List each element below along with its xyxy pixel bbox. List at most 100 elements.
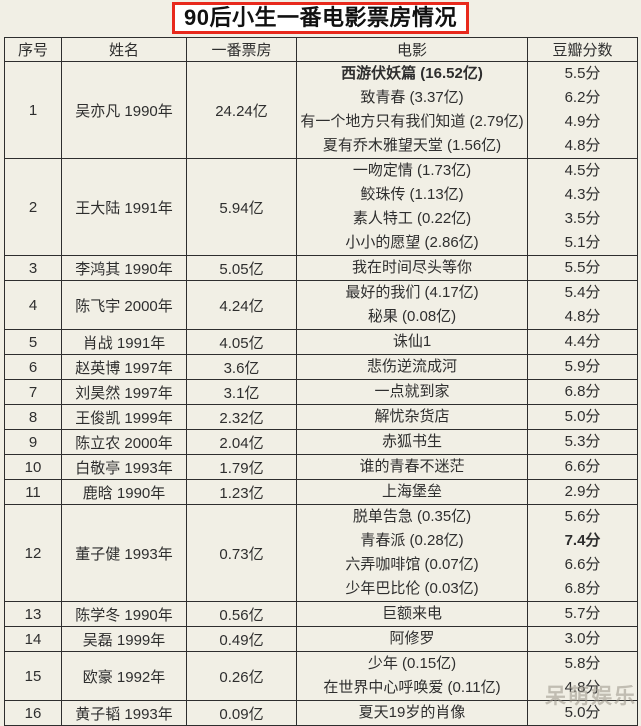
douban-score: 4.3分 — [564, 186, 601, 203]
table-row: 4 陈飞宇 2000年 4.24亿 最好的我们 (4.17亿) 秘果 (0.08亿) 5.… — [4, 280, 638, 330]
movie-title: 上海堡垒 — [381, 483, 442, 500]
movie-title: 六弄咖啡馆 (0.07亿) — [345, 556, 479, 573]
rank-cell: 6 — [4, 354, 62, 380]
douban-score: 5.0分 — [564, 704, 601, 721]
box-office-cell: 3.1亿 — [186, 379, 297, 405]
scores-cell: 5.0分 — [527, 700, 638, 726]
movie-title: 秘果 (0.08亿) — [367, 308, 457, 325]
scores-cell: 5.6分 7.4分 6.6分 6.8分 — [527, 504, 638, 602]
douban-score: 6.8分 — [564, 383, 601, 400]
movie-title: 悲伤逆流成河 — [366, 358, 457, 375]
douban-score: 5.3分 — [564, 433, 601, 450]
movie-title: 最好的我们 (4.17亿) — [345, 284, 479, 301]
box-office-cell: 0.56亿 — [186, 601, 297, 627]
table-row: 8 王俊凯 1999年 2.32亿 解忧杂货店 5.0分 — [4, 404, 638, 430]
box-office-cell: 4.24亿 — [186, 280, 297, 330]
douban-score: 5.5分 — [564, 65, 601, 82]
column-header-name: 姓名 — [61, 37, 187, 62]
douban-score: 5.7分 — [564, 605, 601, 622]
rank-cell: 11 — [4, 479, 62, 505]
douban-score: 6.2分 — [564, 89, 601, 106]
actor-cell: 吴磊 1999年 — [61, 626, 187, 652]
table-row: 10 白敬亭 1993年 1.79亿 谁的青春不迷茫 6.6分 — [4, 454, 638, 480]
box-office-cell: 4.05亿 — [186, 329, 297, 355]
actor-cell: 鹿晗 1990年 — [61, 479, 187, 505]
movies-cell: 一吻定情 (1.73亿) 鲛珠传 (1.13亿) 素人特工 (0.22亿) 小小的愿望… — [296, 158, 528, 256]
movie-title: 解忧杂货店 — [374, 408, 450, 425]
box-office-cell: 1.79亿 — [186, 454, 297, 480]
box-office-cell: 1.23亿 — [186, 479, 297, 505]
column-header-box-office: 一番票房 — [186, 37, 297, 62]
scores-cell: 5.4分 4.8分 — [527, 280, 638, 330]
table-row: 11 鹿晗 1990年 1.23亿 上海堡垒 2.9分 — [4, 479, 638, 505]
actor-cell: 白敬亭 1993年 — [61, 454, 187, 480]
rank-cell: 14 — [4, 626, 62, 652]
page-title: 90后小生一番电影票房情况 — [172, 2, 469, 34]
actor-cell: 吴亦凡 1990年 — [61, 61, 187, 159]
movies-cell: 悲伤逆流成河 — [296, 354, 528, 380]
table-row: 16 黄子韬 1993年 0.09亿 夏天19岁的肖像 5.0分 — [4, 700, 638, 726]
douban-score: 4.5分 — [564, 162, 601, 179]
rank-cell: 9 — [4, 429, 62, 455]
douban-score: 3.0分 — [564, 630, 601, 647]
rank-cell: 15 — [4, 651, 62, 701]
movie-title: 阿修罗 — [389, 630, 435, 647]
movie-title: 赤狐书生 — [381, 433, 442, 450]
douban-score: 5.9分 — [564, 358, 601, 375]
movie-title: 一吻定情 (1.73亿) — [352, 162, 472, 179]
scores-cell: 5.8分 4.8分 — [527, 651, 638, 701]
movie-title: 鲛珠传 (1.13亿) — [360, 186, 464, 203]
rank-cell: 13 — [4, 601, 62, 627]
table-row: 15 欧豪 1992年 0.26亿 少年 (0.15亿) 在世界中心呼唤爱 (0.11亿… — [4, 651, 638, 701]
douban-score: 4.4分 — [564, 333, 601, 350]
douban-score: 4.8分 — [564, 308, 601, 325]
actor-cell: 李鸿其 1990年 — [61, 255, 187, 281]
scores-cell: 2.9分 — [527, 479, 638, 505]
movie-title: 小小的愿望 (2.86亿) — [345, 234, 479, 251]
douban-score: 7.4分 — [564, 532, 601, 549]
rank-cell: 16 — [4, 700, 62, 726]
douban-score: 5.8分 — [564, 655, 601, 672]
douban-score: 5.6分 — [564, 508, 601, 525]
scores-cell: 5.3分 — [527, 429, 638, 455]
scores-cell: 4.4分 — [527, 329, 638, 355]
scores-cell: 5.5分 6.2分 4.9分 4.8分 — [527, 61, 638, 159]
column-header-rank: 序号 — [4, 37, 62, 62]
movies-cell: 一点就到家 — [296, 379, 528, 405]
movie-title: 脱单告急 (0.35亿) — [352, 508, 472, 525]
movies-cell: 解忧杂货店 — [296, 404, 528, 430]
column-header-score: 豆瓣分数 — [527, 37, 638, 62]
movie-title: 少年巴比伦 (0.03亿) — [345, 580, 479, 597]
table-row: 9 陈立农 2000年 2.04亿 赤狐书生 5.3分 — [4, 429, 638, 455]
actor-cell: 陈飞宇 2000年 — [61, 280, 187, 330]
movies-cell: 诛仙1 — [296, 329, 528, 355]
douban-score: 6.6分 — [564, 556, 601, 573]
douban-score: 5.4分 — [564, 284, 601, 301]
movie-title: 诛仙1 — [392, 333, 432, 350]
douban-score: 4.8分 — [564, 137, 601, 154]
movies-cell: 夏天19岁的肖像 — [296, 700, 528, 726]
table-row: 13 陈学冬 1990年 0.56亿 巨额来电 5.7分 — [4, 601, 638, 627]
scores-cell: 5.9分 — [527, 354, 638, 380]
scores-cell: 6.6分 — [527, 454, 638, 480]
movie-title: 谁的青春不迷茫 — [359, 458, 465, 475]
douban-score: 5.1分 — [564, 234, 601, 251]
rank-cell: 2 — [4, 158, 62, 256]
table-row: 2 王大陆 1991年 5.94亿 一吻定情 (1.73亿) 鲛珠传 (1.13亿) 素人… — [4, 158, 638, 256]
actor-cell: 欧豪 1992年 — [61, 651, 187, 701]
movie-title: 在世界中心呼唤爱 (0.11亿) — [323, 679, 501, 696]
douban-score: 5.0分 — [564, 408, 601, 425]
box-office-cell: 3.6亿 — [186, 354, 297, 380]
header-row: 序号 姓名 一番票房 电影 豆瓣分数 — [4, 37, 638, 62]
movie-title: 夏有乔木雅望天堂 (1.56亿) — [322, 137, 502, 154]
actor-cell: 黄子韬 1993年 — [61, 700, 187, 726]
table-row: 3 李鸿其 1990年 5.05亿 我在时间尽头等你 5.5分 — [4, 255, 638, 281]
scores-cell: 4.5分 4.3分 3.5分 5.1分 — [527, 158, 638, 256]
douban-score: 6.6分 — [564, 458, 601, 475]
actor-cell: 赵英博 1997年 — [61, 354, 187, 380]
box-office-cell: 0.09亿 — [186, 700, 297, 726]
movies-cell: 最好的我们 (4.17亿) 秘果 (0.08亿) — [296, 280, 528, 330]
movie-title: 巨额来电 — [381, 605, 442, 622]
actor-cell: 王大陆 1991年 — [61, 158, 187, 256]
movie-title: 夏天19岁的肖像 — [358, 704, 466, 721]
